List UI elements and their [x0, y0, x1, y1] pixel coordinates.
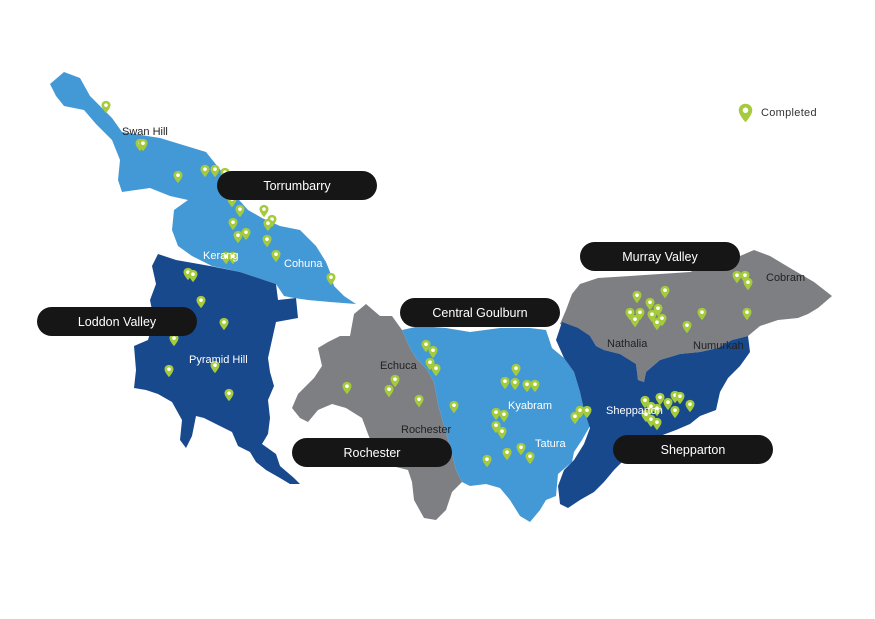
town-label-kyabram: Kyabram	[508, 400, 553, 412]
town-label-tatura: Tatura	[535, 438, 566, 450]
region-murray-valley-area	[560, 250, 832, 382]
region-label-torrumbarry[interactable]: Torrumbarry	[217, 171, 377, 200]
town-label-numurkah: Numurkah	[693, 340, 744, 352]
town-label-shepparton: Shepparton	[606, 405, 663, 417]
region-label-shepparton[interactable]: Shepparton	[613, 435, 773, 464]
map-pin-icon[interactable]	[259, 204, 269, 218]
town-label-nathalia: Nathalia	[607, 338, 648, 350]
town-label-echuca: Echuca	[380, 360, 417, 372]
region-label-rochester[interactable]: Rochester	[292, 438, 452, 467]
region-label-loddon-valley[interactable]: Loddon Valley	[37, 307, 197, 336]
town-label-cohuna: Cohuna	[284, 258, 323, 270]
map-legend: Completed	[738, 102, 817, 124]
region-shepparton-area	[556, 322, 750, 508]
region-torrumbarry-area	[50, 72, 356, 304]
region-label-murray-valley[interactable]: Murray Valley	[580, 242, 740, 271]
map-pin-icon	[738, 102, 753, 124]
town-label-cobram: Cobram	[766, 272, 806, 284]
legend-label: Completed	[761, 107, 817, 119]
region-label-central-goulburn[interactable]: Central Goulburn	[400, 298, 560, 327]
town-label-swan-hill: Swan Hill	[122, 126, 168, 138]
town-label-pyramid-hill: Pyramid Hill	[189, 354, 248, 366]
town-label-rochester: Rochester	[401, 424, 452, 436]
town-label-kerang: Kerang	[203, 250, 239, 262]
